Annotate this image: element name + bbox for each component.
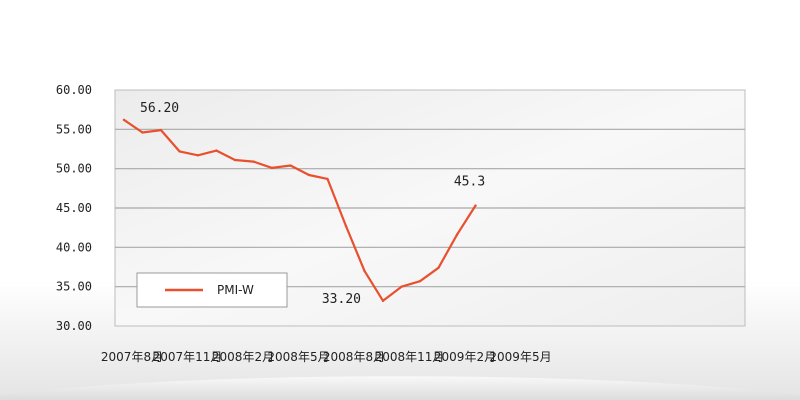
x-tick-label: 2008年11月 xyxy=(375,350,445,364)
y-tick-label: 55.00 xyxy=(56,122,92,136)
data-point xyxy=(122,118,126,122)
data-label: 56.20 xyxy=(140,101,179,116)
data-point xyxy=(474,204,477,207)
data-point xyxy=(418,279,422,283)
x-tick-label: 2009年2月 xyxy=(434,350,496,364)
data-point xyxy=(215,149,218,152)
legend-label: PMI-W xyxy=(217,283,254,297)
x-tick-label: 2008年5月 xyxy=(267,350,329,364)
y-tick-label: 35.00 xyxy=(56,280,92,294)
x-tick-label: 2007年8月 xyxy=(101,350,163,364)
data-point xyxy=(307,173,311,177)
x-tick-label: 2009年5月 xyxy=(489,350,551,364)
data-point xyxy=(252,160,255,163)
data-point xyxy=(455,233,459,236)
data-point xyxy=(326,177,329,181)
x-tick-label: 2008年2月 xyxy=(212,350,274,364)
data-point xyxy=(381,299,385,303)
data-point xyxy=(437,266,440,269)
y-tick-label: 30.00 xyxy=(56,319,92,333)
data-point xyxy=(141,131,144,134)
data-point xyxy=(196,154,200,157)
data-point xyxy=(363,269,366,273)
y-tick-label: 60.00 xyxy=(56,83,92,97)
data-label: 33.20 xyxy=(322,292,361,307)
series-line-0 xyxy=(122,118,477,302)
x-tick-label: 2008年8月 xyxy=(323,350,385,364)
data-point xyxy=(159,128,163,132)
y-tick-label: 50.00 xyxy=(56,162,92,176)
data-point xyxy=(344,224,348,228)
legend-box xyxy=(136,272,288,308)
data-point xyxy=(233,158,237,162)
data-point xyxy=(178,150,181,153)
y-tick-label: 45.00 xyxy=(56,201,92,215)
data-point xyxy=(270,166,274,170)
y-tick-label: 40.00 xyxy=(56,240,92,254)
data-label: 45.3 xyxy=(454,175,485,190)
data-point xyxy=(289,164,292,167)
x-tick-label: 2007年11月 xyxy=(153,350,223,364)
data-point xyxy=(400,285,403,288)
